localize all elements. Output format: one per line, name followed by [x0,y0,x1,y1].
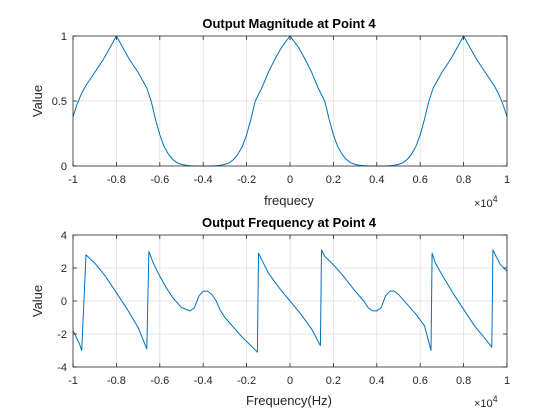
frequency-y-tick-label: 0 [61,296,67,308]
frequency-x-tick-label: -1 [68,375,78,387]
frequency-plot: Output Frequency at Point 4 -1 -0.8 -0.6 -0… [30,215,510,410]
magnitude-x-tick-label: 0.2 [326,174,341,186]
frequency-x-tick-label: -0.2 [237,375,256,387]
magnitude-x-tick-label: -1 [68,174,78,186]
frequency-plot-title: Output Frequency at Point 4 [202,215,377,230]
magnitude-ticks: -1 -0.8 -0.6 -0.4 -0.2 0 0.2 0.4 0.6 0.8 1 0 0.5 1 [52,31,510,186]
frequency-y-tick-label: -2 [57,329,67,341]
magnitude-plot: Output Magnitude at Point 4 -1 -0.8 -0.6 -0… [30,16,510,210]
magnitude-x-tick-label: -0.4 [194,174,213,186]
magnitude-x-exponent-power: 4 [493,194,498,204]
magnitude-x-tick-label: 0.4 [369,174,384,186]
frequency-x-tick-label: 0.6 [413,375,428,387]
magnitude-x-tick-label: 1 [504,174,510,186]
frequency-x-tick-label: 0.8 [456,375,471,387]
magnitude-x-exponent-base: ×10 [474,198,493,210]
frequency-ticks: -1 -0.8 -0.6 -0.4 -0.2 0 0.2 0.4 0.6 0.8 1 -4 -2 0 2 4 [57,230,510,387]
magnitude-x-tick-label: -0.6 [150,174,169,186]
frequency-x-tick-label: -0.6 [150,375,169,387]
frequency-y-tick-label: -4 [57,362,67,374]
frequency-x-tick-label: 0 [287,375,293,387]
frequency-series-line [72,249,508,353]
frequency-series [72,249,508,353]
magnitude-xlabel: frequecy [264,193,314,208]
magnitude-y-tick-label: 0.5 [52,96,67,108]
frequency-x-tick-label: 0.4 [369,375,384,387]
magnitude-y-tick-label: 1 [61,31,67,43]
frequency-x-exponent-power: 4 [493,394,498,404]
magnitude-x-tick-label: 0.6 [413,174,428,186]
magnitude-x-tick-label: 0.8 [456,174,471,186]
frequency-y-tick-label: 4 [61,230,67,242]
frequency-x-tick-label: -0.8 [107,375,126,387]
frequency-xlabel: Frequency(Hz) [246,393,332,408]
frequency-y-tick-label: 2 [61,263,67,275]
magnitude-x-tick-label: -0.2 [237,174,256,186]
magnitude-x-exponent: ×104 [474,194,498,210]
magnitude-grid [73,36,507,166]
magnitude-x-tick-label: -0.8 [107,174,126,186]
frequency-x-tick-label: 0.2 [326,375,341,387]
frequency-x-tick-label: -0.4 [194,375,213,387]
frequency-ylabel: Value [30,285,45,317]
magnitude-ylabel: Value [30,85,45,117]
magnitude-plot-title: Output Magnitude at Point 4 [202,16,376,31]
magnitude-x-tick-label: 0 [287,174,293,186]
magnitude-y-tick-label: 0 [61,161,67,173]
frequency-x-tick-label: 1 [504,375,510,387]
frequency-x-exponent-base: ×10 [474,398,493,410]
frequency-x-exponent: ×104 [474,394,498,410]
